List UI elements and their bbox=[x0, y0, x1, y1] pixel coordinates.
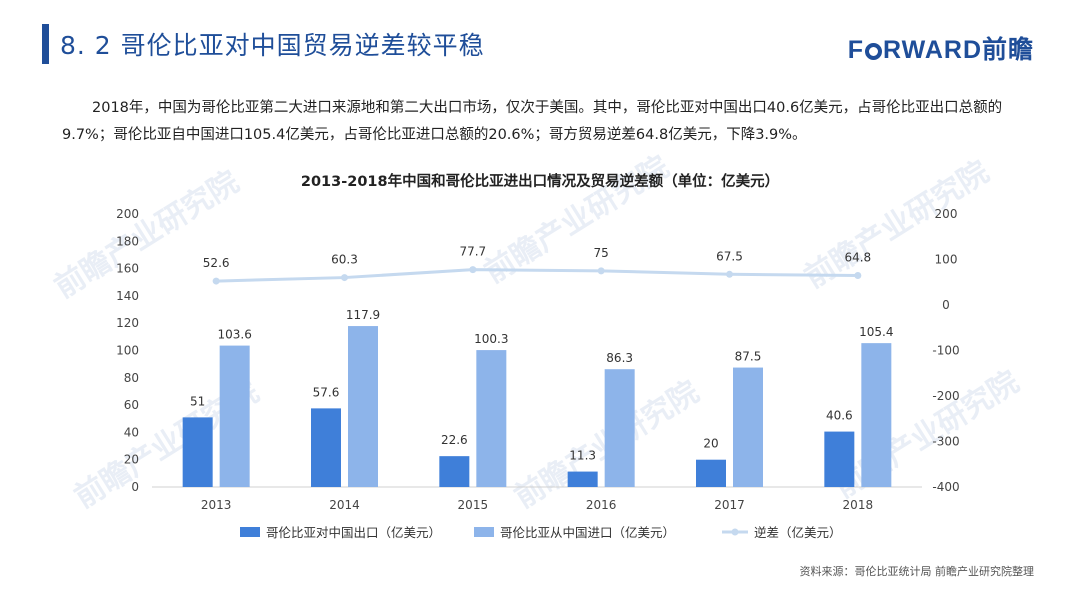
bar-export bbox=[311, 408, 341, 487]
y-left-tick-label: 160 bbox=[116, 262, 139, 276]
bar-import bbox=[348, 326, 378, 487]
brand-logo-ring-icon bbox=[865, 43, 883, 60]
y-right-tick-label: -300 bbox=[932, 435, 959, 449]
bar-export bbox=[439, 456, 470, 487]
legend-swatch bbox=[474, 527, 494, 537]
y-left-tick-label: 0 bbox=[131, 480, 139, 494]
y-left-tick-label: 120 bbox=[116, 316, 139, 330]
bar-import-label: 105.4 bbox=[859, 325, 893, 339]
deficit-point bbox=[212, 277, 220, 285]
bar-import bbox=[219, 345, 250, 487]
bar-import-label: 117.9 bbox=[346, 308, 380, 322]
deficit-point bbox=[469, 266, 477, 274]
chart-title: 2013-2018年中国和哥伦比亚进出口情况及贸易逆差额（单位：亿美元） bbox=[300, 174, 780, 190]
y-left-tick-label: 20 bbox=[124, 453, 139, 467]
legend-swatch bbox=[240, 527, 260, 537]
deficit-line bbox=[216, 268, 858, 283]
bar-import-label: 87.5 bbox=[735, 350, 762, 364]
y-left-tick-label: 60 bbox=[124, 398, 139, 412]
brand-logo: F RWARD前瞻 bbox=[848, 30, 1034, 66]
y-right-tick-label: -200 bbox=[932, 389, 959, 403]
y-right-tick-label: 100 bbox=[935, 253, 958, 267]
deficit-point bbox=[597, 267, 605, 275]
y-right-tick-label: -100 bbox=[932, 344, 959, 358]
x-tick-label: 2013 bbox=[201, 498, 232, 512]
y-left-tick-label: 180 bbox=[116, 234, 139, 248]
deficit-label: 67.5 bbox=[716, 249, 743, 263]
y-left-tick-label: 100 bbox=[116, 344, 139, 358]
deficit-point bbox=[726, 270, 733, 278]
bar-import-label: 100.3 bbox=[474, 332, 508, 346]
bar-import bbox=[861, 343, 892, 487]
bar-export-label: 22.6 bbox=[441, 433, 468, 447]
source-note: 资料来源：哥伦比亚统计局 前瞻产业研究院整理 bbox=[799, 565, 1035, 578]
header-accent-bar bbox=[42, 24, 49, 64]
y-left-tick-label: 200 bbox=[116, 207, 139, 221]
x-tick-label: 2016 bbox=[586, 498, 617, 512]
x-tick-label: 2018 bbox=[843, 498, 874, 512]
bar-import bbox=[476, 350, 507, 487]
legend-label: 哥伦比亚对中国出口（亿美元） bbox=[266, 525, 441, 540]
y-right-tick-label: 0 bbox=[942, 298, 950, 312]
bar-export bbox=[567, 471, 598, 487]
brand-logo-text-start: F bbox=[847, 36, 865, 64]
bar-export bbox=[182, 417, 213, 487]
y-right-tick-label: -400 bbox=[932, 480, 959, 494]
bar-export bbox=[696, 459, 726, 487]
deficit-label: 60.3 bbox=[331, 253, 358, 267]
y-left-tick-label: 80 bbox=[124, 371, 139, 385]
legend-label: 逆差（亿美元） bbox=[754, 525, 842, 540]
bar-export bbox=[824, 431, 855, 487]
x-tick-label: 2015 bbox=[458, 498, 489, 512]
deficit-label: 64.8 bbox=[844, 251, 871, 265]
x-tick-label: 2017 bbox=[714, 498, 745, 512]
deficit-label: 75 bbox=[594, 246, 609, 260]
bar-import-label: 86.3 bbox=[606, 351, 633, 365]
bar-export-label: 51 bbox=[190, 394, 205, 408]
y-left-tick-label: 140 bbox=[116, 289, 139, 303]
deficit-label: 77.7 bbox=[459, 245, 486, 259]
page-title: 8. 2 哥伦比亚对中国贸易逆差较平稳 bbox=[60, 31, 485, 60]
deficit-point bbox=[854, 272, 862, 280]
x-tick-label: 2014 bbox=[329, 498, 360, 512]
deficit-label: 52.6 bbox=[203, 256, 230, 270]
bar-import bbox=[604, 369, 635, 487]
bar-export-label: 57.6 bbox=[313, 385, 340, 399]
legend-label: 哥伦比亚从中国进口（亿美元） bbox=[500, 525, 675, 540]
brand-logo-text-end: RWARD前瞻 bbox=[883, 36, 1034, 64]
y-right-tick-label: 200 bbox=[935, 207, 958, 221]
bar-export-label: 20 bbox=[703, 437, 718, 451]
deficit-point bbox=[341, 274, 348, 282]
bar-export-label: 40.6 bbox=[826, 409, 853, 423]
bar-export-label: 11.3 bbox=[569, 449, 596, 463]
y-left-tick-label: 40 bbox=[124, 425, 139, 439]
intro-paragraph: 2018年，中国为哥伦比亚第二大进口来源地和第二大出口市场，仅次于美国。其中，哥… bbox=[62, 100, 1003, 143]
bar-import-label: 103.6 bbox=[217, 328, 251, 342]
legend-line-marker bbox=[731, 528, 739, 536]
bar-import bbox=[733, 367, 763, 487]
